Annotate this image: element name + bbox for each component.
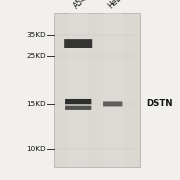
Text: A549: A549 xyxy=(72,0,92,11)
Text: 10KD: 10KD xyxy=(26,146,46,152)
FancyBboxPatch shape xyxy=(103,102,122,106)
FancyBboxPatch shape xyxy=(65,99,91,104)
Text: 15KD: 15KD xyxy=(26,101,46,107)
FancyBboxPatch shape xyxy=(65,106,91,110)
FancyBboxPatch shape xyxy=(64,39,92,48)
Text: 35KD: 35KD xyxy=(26,32,46,38)
Bar xyxy=(54,13,140,167)
Text: HeLa: HeLa xyxy=(106,0,127,11)
Bar xyxy=(103,13,122,167)
Text: 25KD: 25KD xyxy=(26,53,46,59)
Bar xyxy=(69,13,88,167)
Text: DSTN: DSTN xyxy=(146,99,172,108)
